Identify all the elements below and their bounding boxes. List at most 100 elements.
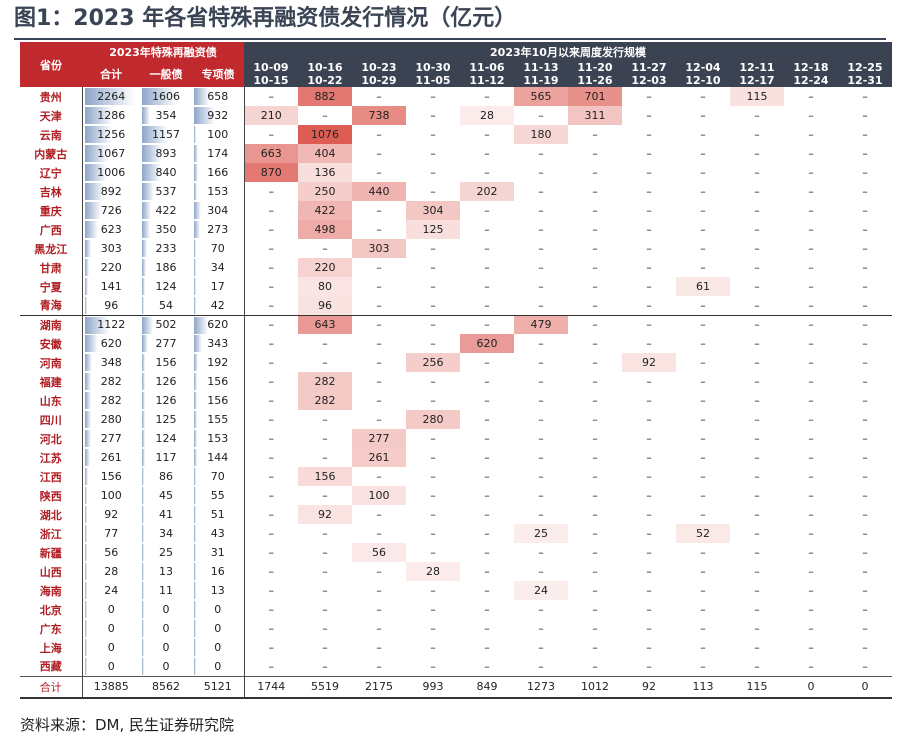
week-empty: – — [754, 508, 760, 521]
week-empty: – — [322, 109, 328, 122]
week-end-label: 12-03 — [631, 74, 667, 87]
week-end-label: 10-22 — [307, 74, 343, 87]
total-cell: 1122 — [81, 314, 140, 334]
week-cell: – — [568, 163, 622, 182]
week-cell: – — [784, 410, 838, 429]
general-cell-value: 34 — [159, 527, 173, 540]
total-cell-bar — [84, 468, 88, 485]
week-empty: – — [268, 413, 275, 426]
week-value: 738 — [368, 109, 390, 122]
week-empty: – — [700, 356, 706, 369]
week-cell: – — [568, 220, 622, 239]
week-end-label: 10-29 — [361, 74, 397, 87]
week-cell: – — [568, 182, 622, 201]
week-empty: – — [268, 185, 275, 198]
special-cell-bar — [194, 563, 196, 580]
header-week-11-20: 11-20 11-26 — [568, 61, 622, 87]
week-start-label: 11-06 — [469, 61, 505, 74]
special-cell-bar — [194, 240, 196, 257]
special-cell-value: 144 — [207, 451, 229, 464]
week-empty: – — [376, 318, 382, 332]
week-empty: – — [430, 603, 436, 616]
total-cell-bar — [84, 88, 135, 105]
week-empty: – — [268, 204, 275, 217]
week-cell: – — [568, 581, 622, 600]
week-cell: – — [298, 486, 352, 505]
general-cell-bar — [142, 240, 148, 257]
week-empty: – — [754, 603, 760, 616]
week-empty: – — [700, 489, 706, 502]
week-cell: – — [622, 505, 676, 524]
week-empty: – — [808, 90, 814, 103]
total-cell-value: 2264 — [97, 90, 126, 103]
week-cell: – — [676, 144, 730, 163]
week-cell: – — [568, 201, 622, 220]
week-cell: – — [676, 638, 730, 657]
special-cell-value: 153 — [207, 185, 229, 198]
week-cell: – — [676, 657, 730, 676]
general-cell: 233 — [140, 239, 192, 258]
week-empty: – — [538, 223, 544, 236]
total-cell-value: 96 — [104, 298, 119, 312]
total-cell: 726 — [81, 201, 140, 220]
week-empty: – — [646, 109, 652, 122]
province-name: 四川 — [39, 413, 62, 427]
week-cell: – — [622, 429, 676, 448]
province-name: 江西 — [39, 470, 62, 484]
week-empty: – — [862, 584, 868, 597]
week-empty: – — [646, 603, 652, 616]
week-cell: – — [784, 581, 838, 600]
totals-week: 113 — [676, 675, 730, 699]
week-cell: – — [730, 524, 784, 543]
general-cell-bar — [142, 335, 149, 352]
week-cell: – — [460, 429, 514, 448]
special-cell-bar — [194, 392, 198, 409]
week-empty: – — [538, 413, 544, 426]
week-cell: – — [298, 429, 352, 448]
week-cell: – — [622, 410, 676, 429]
week-cell: – — [730, 334, 784, 353]
totals-week: 92 — [622, 675, 676, 699]
week-cell: – — [676, 258, 730, 277]
week-cell: 80 — [298, 277, 352, 296]
week-cell: – — [460, 486, 514, 505]
general-cell-bar — [142, 126, 168, 143]
general-cell-bar — [142, 639, 144, 656]
week-cell: – — [676, 600, 730, 619]
week-empty: – — [808, 622, 814, 635]
week-empty: – — [484, 508, 490, 521]
week-cell: – — [514, 144, 568, 163]
week-empty: – — [862, 223, 868, 236]
province-name: 福建 — [39, 375, 62, 389]
week-cell: – — [730, 277, 784, 296]
week-cell: 663 — [243, 144, 298, 163]
special-cell: 273 — [192, 220, 244, 239]
total-cell-bar — [84, 183, 105, 200]
special-cell: 144 — [192, 448, 244, 467]
week-value: 277 — [368, 432, 390, 445]
week-empty: – — [376, 527, 382, 540]
week-empty: – — [862, 432, 868, 445]
week-cell: – — [406, 657, 460, 676]
week-empty: – — [862, 622, 868, 635]
week-cell: – — [243, 581, 298, 600]
week-empty: – — [430, 659, 436, 673]
week-cell: – — [676, 314, 730, 334]
general-cell-bar — [142, 88, 178, 105]
special-cell: 156 — [192, 391, 244, 410]
special-cell-value: 156 — [207, 394, 229, 407]
week-cell: – — [568, 314, 622, 334]
special-cell-bar — [194, 259, 196, 276]
week-empty: – — [430, 318, 436, 332]
source-note: 资料来源：DM, 民生证券研究院 — [20, 716, 235, 734]
total-cell-bar — [84, 373, 91, 390]
week-cell: – — [460, 163, 514, 182]
week-empty: – — [808, 242, 814, 255]
week-cell: – — [784, 619, 838, 638]
general-cell: 54 — [140, 296, 192, 316]
total-cell-value: 220 — [100, 261, 122, 274]
week-empty: – — [592, 527, 598, 540]
week-cell: – — [406, 182, 460, 201]
week-cell: – — [298, 600, 352, 619]
week-cell: 52 — [676, 524, 730, 543]
